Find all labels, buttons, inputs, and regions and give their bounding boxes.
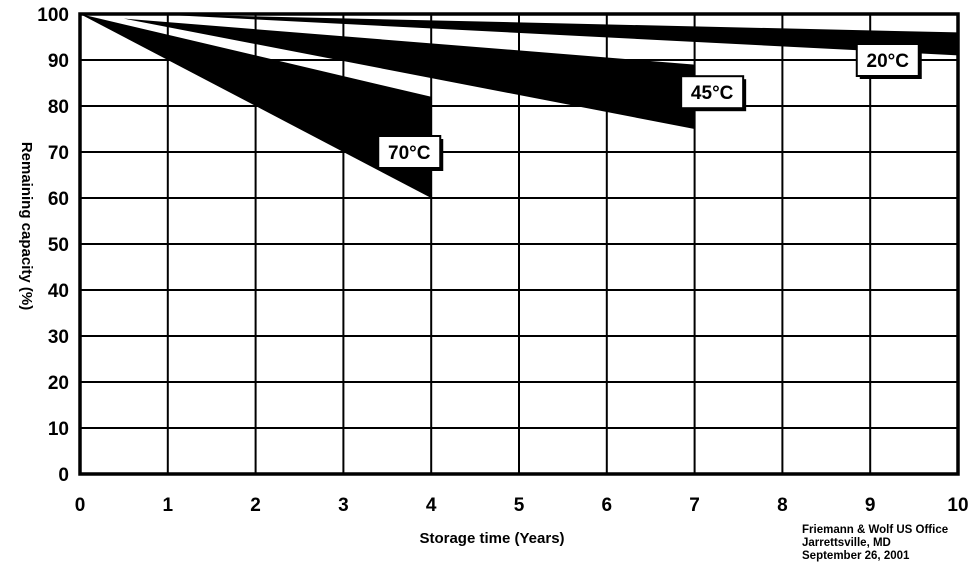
y-tick-label-40: 40 (48, 281, 69, 302)
credit-line-1: Friemann & Wolf US Office (802, 524, 949, 536)
x-axis-label: Storage time (Years) (419, 530, 564, 547)
y-tick-label-60: 60 (48, 189, 69, 210)
y-tick-label-10: 10 (48, 419, 69, 440)
y-tick-label-30: 30 (48, 327, 69, 348)
band-70c (80, 14, 432, 198)
band-label-70c: 70°C (377, 135, 444, 171)
y-tick-labels: 0 10 20 30 40 50 60 70 80 90 100 (37, 5, 69, 486)
plot-frame (78, 12, 960, 476)
band-label-unit: °C (712, 83, 734, 104)
band-labels: 70°C45°C20°C (377, 43, 922, 171)
band-label-20c: 20°C (855, 43, 922, 79)
band-label-45c: 45°C (680, 75, 747, 112)
x-tick-label-6: 6 (602, 495, 613, 516)
credit-line-3: September 26, 2001 (802, 550, 910, 562)
x-tick-label-3: 3 (338, 495, 349, 516)
y-tick-label-20: 20 (48, 373, 69, 394)
band-label-box (855, 43, 920, 77)
credit-line-2: Jarrettsville, MD (802, 537, 891, 549)
x-tick-label-9: 9 (865, 495, 876, 516)
x-tick-label-5: 5 (514, 495, 525, 516)
credit-block: Friemann & Wolf US Office Jarrettsville,… (802, 524, 948, 563)
y-tick-label-0: 0 (58, 465, 69, 486)
band-label-text: 20°C (867, 51, 910, 72)
y-tick-label-70: 70 (48, 143, 69, 164)
y-axis-label: Remaining capacity (%) (18, 142, 35, 310)
x-tick-label-10: 10 (947, 495, 968, 516)
x-tick-labels: 0 1 2 3 4 5 6 7 8 9 10 (75, 495, 969, 516)
x-tick-label-8: 8 (777, 495, 788, 516)
bands (80, 14, 959, 198)
y-tick-label-80: 80 (48, 97, 69, 118)
band-label-unit: °C (409, 143, 431, 164)
x-tick-label-4: 4 (426, 495, 437, 516)
band-label-value: 20 (867, 51, 888, 72)
band-label-box (680, 75, 745, 110)
y-tick-label-50: 50 (48, 235, 69, 256)
band-label-text: 45°C (691, 83, 734, 104)
band-label-unit: °C (888, 51, 910, 72)
x-tick-label-7: 7 (689, 495, 700, 516)
y-tick-label-100: 100 (37, 5, 69, 26)
band-label-value: 45 (691, 83, 713, 104)
y-tick-label-90: 90 (48, 51, 69, 72)
plot-border (78, 12, 960, 476)
x-tick-label-0: 0 (75, 495, 86, 516)
band-45c (123, 18, 695, 130)
x-tick-label-1: 1 (163, 495, 174, 516)
band-20c (150, 14, 959, 56)
band-label-box (377, 135, 442, 169)
x-tick-label-2: 2 (250, 495, 261, 516)
band-label-text: 70°C (388, 143, 431, 164)
band-label-value: 70 (388, 143, 409, 164)
